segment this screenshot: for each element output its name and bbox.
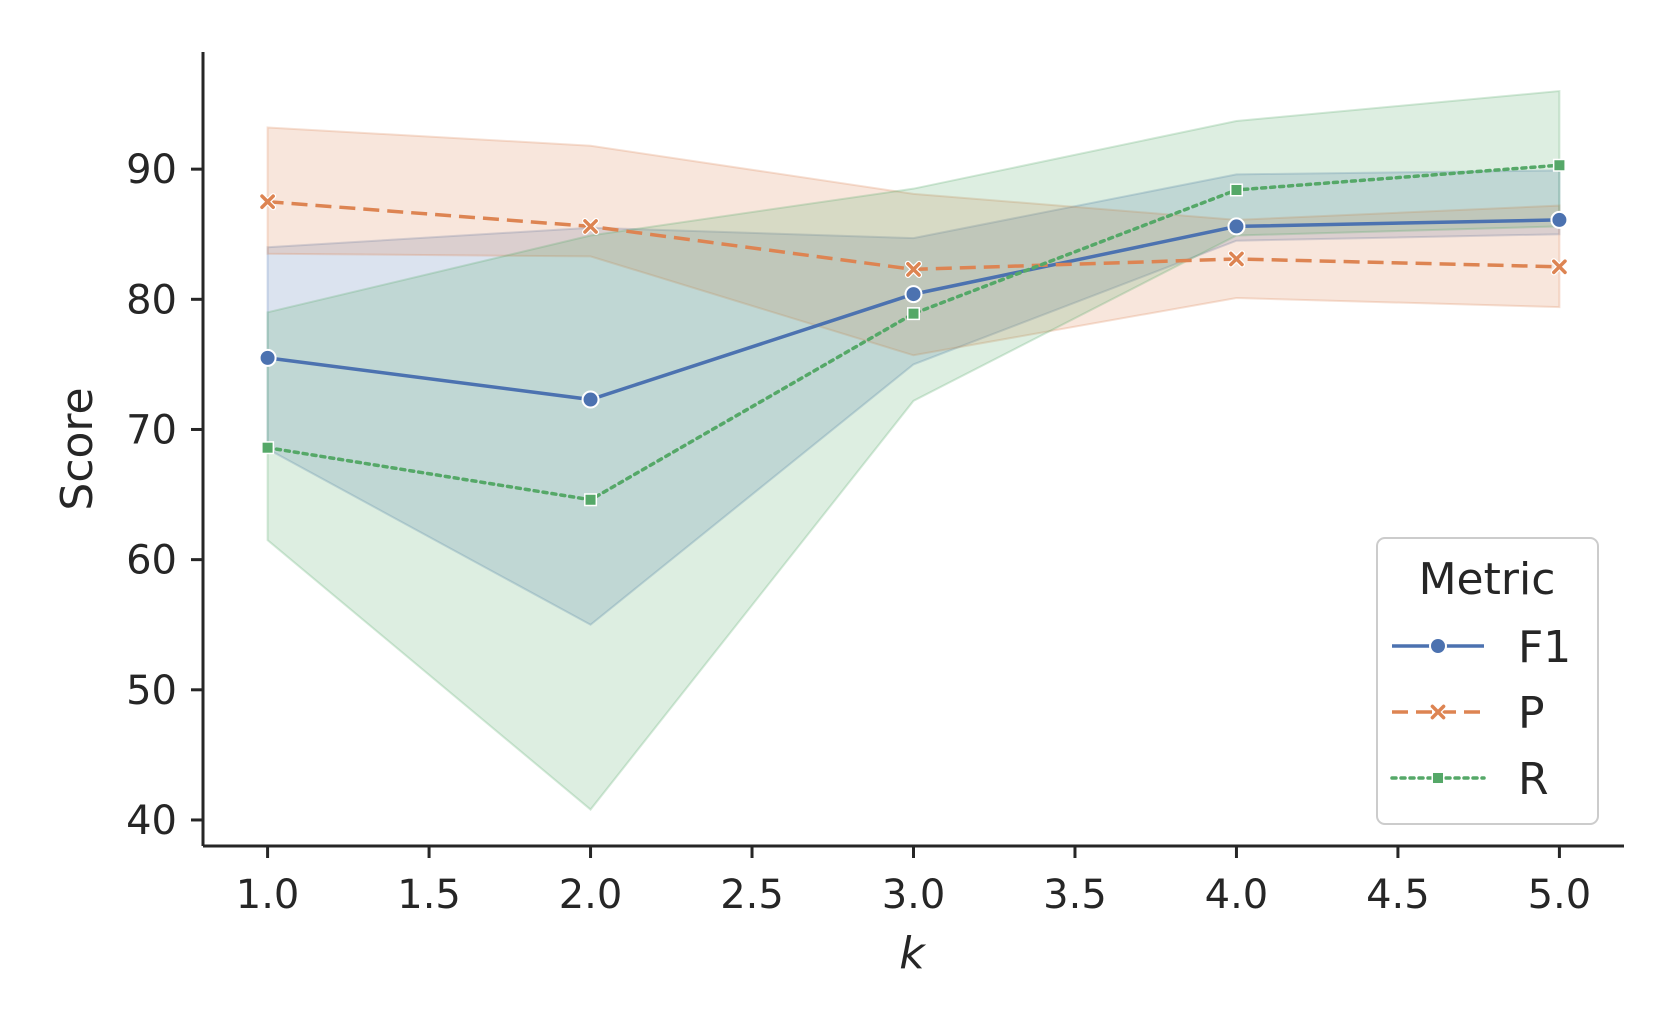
x-tick-label: 3.5 (1043, 872, 1107, 918)
marker-p (1227, 250, 1246, 268)
x-tick-label: 3.0 (882, 872, 946, 918)
x-tick-label: 4.0 (1205, 872, 1269, 918)
legend-marker-r (1431, 771, 1445, 785)
legend-label-p: P (1518, 688, 1545, 739)
x-tick-label: 2.5 (720, 872, 784, 918)
marker-f1 (581, 390, 600, 409)
x-axis-label: k (899, 928, 926, 979)
marker-r (906, 307, 921, 321)
band-p (266, 126, 1561, 357)
marker-r (261, 441, 275, 455)
y-tick-label: 80 (126, 277, 177, 323)
marker-p (581, 217, 600, 236)
line-r (265, 163, 1562, 502)
marker-r (584, 493, 598, 507)
marker-r (1552, 158, 1566, 172)
x-tick-label: 4.5 (1366, 872, 1430, 918)
series-markers (258, 158, 1569, 507)
y-tick-label: 40 (126, 798, 177, 844)
x-ticks: 1.0 1.5 2.0 2.5 3.0 3.5 4.0 4.5 5.0 (236, 846, 1591, 918)
marker-p (258, 193, 277, 211)
marker-r (1229, 183, 1243, 197)
x-tick-label: 1.5 (397, 872, 461, 918)
y-tick-label: 90 (126, 147, 177, 193)
marker-f1 (1550, 210, 1569, 229)
legend-marker-f1 (1429, 637, 1447, 655)
y-axis-label: Score (52, 387, 103, 510)
legend-label-r: R (1518, 754, 1549, 805)
marker-f1 (1227, 217, 1246, 236)
x-tick-label: 2.0 (559, 872, 623, 918)
confidence-bands (266, 89, 1561, 811)
legend-marker-p (1429, 703, 1447, 721)
marker-p (904, 260, 923, 278)
marker-f1 (258, 348, 277, 367)
x-tick-label: 5.0 (1528, 872, 1592, 918)
y-tick-label: 70 (126, 407, 177, 453)
band-f1 (266, 169, 1561, 626)
y-tick-label: 60 (126, 538, 177, 584)
legend-label-f1: F1 (1518, 622, 1571, 673)
marker-p (1550, 258, 1569, 276)
legend-box (1376, 537, 1599, 825)
y-tick-label: 50 (126, 668, 177, 714)
marker-f1 (904, 285, 923, 304)
x-tick-label: 1.0 (236, 872, 300, 918)
legend: Metric F1 PR (1376, 537, 1599, 825)
y-ticks: 40 50 60 70 80 90 (126, 147, 203, 844)
legend-title: Metric (1419, 554, 1556, 605)
